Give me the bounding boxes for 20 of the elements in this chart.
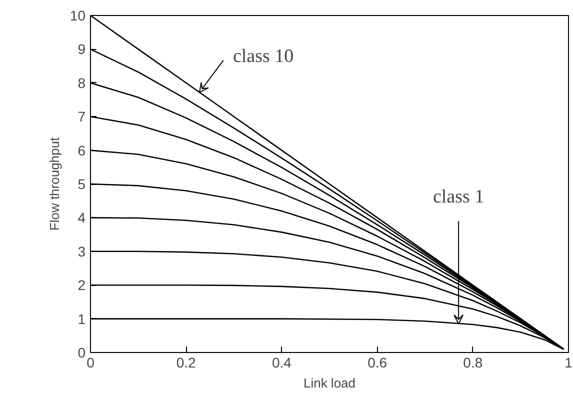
- x-tick-label: 0.2: [176, 354, 196, 370]
- x-tick-label: 1: [564, 354, 573, 370]
- y-tick-label: 6: [78, 142, 86, 158]
- annotation: class 1: [432, 186, 484, 208]
- y-tick-label: 1: [78, 310, 86, 327]
- x-tick-label: 0.8: [463, 354, 483, 370]
- y-tick-label: 2: [78, 277, 86, 294]
- y-tick-label: 8: [78, 74, 86, 91]
- y-tick-label: 7: [78, 108, 86, 125]
- y-tick-label: 5: [78, 176, 86, 192]
- x-tick-label: 0.6: [368, 354, 388, 370]
- y-tick-label: 4: [78, 210, 86, 226]
- x-tick-label: 0.4: [272, 354, 292, 370]
- y-tick-label: 9: [78, 41, 86, 58]
- annotation: class 10: [232, 46, 294, 68]
- x-axis-title: Link load: [303, 376, 356, 390]
- y-tick-label: 0: [78, 344, 86, 360]
- y-tick-label: 10: [70, 8, 86, 24]
- y-tick-label: 3: [78, 243, 86, 260]
- y-axis-title: Flow throughput: [46, 137, 62, 231]
